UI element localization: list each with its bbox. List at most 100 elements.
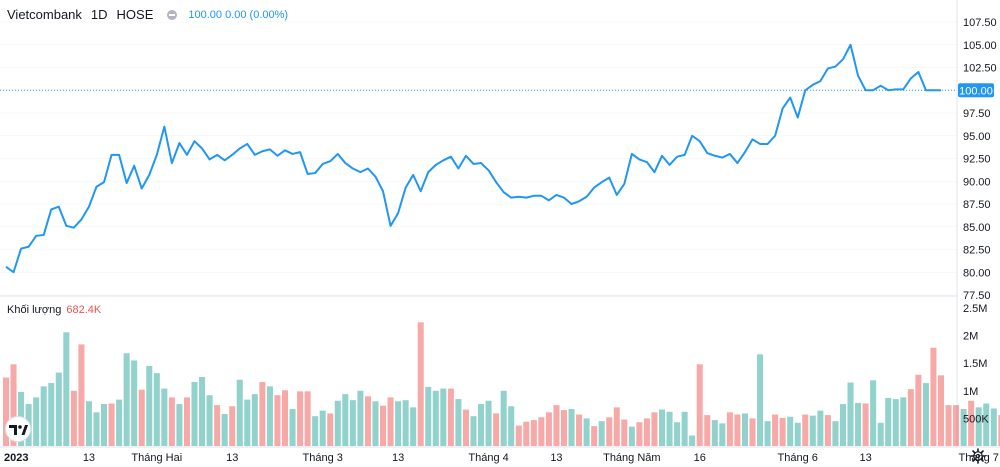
- volume-bar: [870, 380, 877, 446]
- volume-bar: [689, 435, 696, 446]
- volume-bar: [101, 404, 108, 446]
- volume-bar: [711, 420, 718, 446]
- volume-bar: [530, 420, 537, 446]
- volume-bar: [342, 394, 349, 446]
- volume-bar: [176, 404, 183, 446]
- volume-bar: [885, 397, 892, 446]
- volume-bar: [515, 425, 522, 446]
- price-tick-label: 90.00: [963, 176, 991, 188]
- volume-bar: [334, 400, 341, 446]
- volume-bar: [930, 347, 937, 446]
- volume-bar: [327, 413, 334, 446]
- volume-bar: [70, 390, 77, 446]
- time-tick-label: Tháng Hai: [131, 452, 182, 464]
- price-tick-label: 102.50: [963, 63, 997, 75]
- price-tick-label: 80.00: [963, 267, 991, 279]
- volume-bar: [855, 402, 862, 446]
- volume-bar: [364, 396, 371, 446]
- volume-bar: [681, 411, 688, 446]
- symbol-name[interactable]: Vietcombank: [7, 7, 82, 22]
- volume-bar: [138, 389, 145, 446]
- volume-bar: [809, 415, 816, 446]
- volume-bar: [998, 415, 1000, 446]
- volume-bar: [960, 409, 967, 446]
- volume-tick-label: 500K: [963, 413, 989, 425]
- price-tick-label: 107.50: [963, 17, 997, 29]
- volume-bar: [289, 409, 296, 446]
- volume-bar: [568, 409, 575, 446]
- volume-bar: [877, 422, 884, 446]
- volume-bar: [493, 413, 500, 446]
- volume-bar: [907, 389, 914, 446]
- legend-header: Vietcombank 1D HOSE 100.00 0.00 (0.00%): [7, 7, 288, 22]
- time-tick-label: 13: [83, 452, 95, 464]
- volume-bar: [772, 414, 779, 446]
- volume-bar: [643, 418, 650, 446]
- volume-bar: [33, 397, 40, 446]
- volume-bar: [63, 332, 70, 446]
- volume-bar: [281, 390, 289, 446]
- volume-bar: [304, 391, 311, 446]
- volume-bar: [538, 417, 545, 446]
- volume-bar: [425, 386, 432, 446]
- volume-bar: [214, 405, 221, 446]
- volume-bar: [116, 399, 123, 446]
- volume-bar: [606, 417, 613, 446]
- volume-bar: [719, 423, 726, 446]
- volume-bar: [440, 388, 447, 446]
- volume-bar: [78, 344, 85, 446]
- volume-bar: [741, 413, 748, 446]
- volume-bar: [787, 416, 794, 446]
- volume-bar: [455, 399, 462, 446]
- time-tick-label: Tháng 6: [778, 452, 818, 464]
- volume-bar: [945, 405, 952, 446]
- exchange-label: HOSE: [116, 7, 154, 22]
- volume-bar: [206, 395, 213, 446]
- last-price-label: 100.00: [959, 85, 993, 97]
- volume-bar: [839, 404, 846, 446]
- volume-bar: [704, 415, 711, 446]
- volume-bar: [553, 405, 560, 446]
- volume-label[interactable]: Khối lượng: [7, 304, 62, 316]
- time-axis[interactable]: 2023 13 Tháng Hai 13 Tháng 3 13 Tháng 4 13 Tháng…: [4, 452, 999, 464]
- volume-bar: [832, 421, 839, 446]
- volume-bar: [462, 409, 469, 446]
- volume-bar: [108, 403, 115, 446]
- price-tick-label: 82.50: [963, 245, 991, 257]
- volume-bar: [523, 421, 530, 446]
- volume-bar: [395, 401, 402, 446]
- minus-circle-icon[interactable]: [167, 9, 178, 20]
- price-axis[interactable]: 107.50 105.00 102.50 97.50 95.00 92.50 90.00 87…: [963, 17, 997, 302]
- volume-axis[interactable]: 2.5M 2M 1.5M 1M 500K: [963, 303, 989, 425]
- volume-bar: [734, 414, 741, 446]
- volume-bar: [892, 399, 899, 446]
- tradingview-logo-icon[interactable]: [4, 416, 32, 442]
- volume-bar: [975, 407, 982, 446]
- volume-bar: [93, 412, 100, 446]
- volume-bar: [862, 403, 869, 446]
- gear-icon[interactable]: [970, 448, 986, 464]
- price-tick-label: 87.50: [963, 199, 991, 211]
- volume-bar: [779, 417, 786, 446]
- price-line: [5, 43, 941, 274]
- volume-bar: [764, 421, 771, 446]
- volume-bar: [696, 364, 703, 446]
- volume-bar: [749, 418, 756, 446]
- volume-bar: [508, 406, 515, 446]
- volume-bar: [598, 421, 605, 446]
- volume-bar: [357, 390, 364, 446]
- volume-bar: [666, 411, 673, 446]
- volume-bar: [297, 391, 304, 446]
- timeframe-label[interactable]: 1D: [90, 7, 108, 22]
- volume-bar: [432, 390, 439, 446]
- volume-bar: [55, 372, 62, 446]
- price-tick-label: 97.50: [963, 108, 991, 120]
- volume-bar: [191, 381, 198, 446]
- volume-bar: [757, 354, 764, 446]
- volume-bar: [146, 365, 153, 446]
- time-tick-label: Tháng 3: [303, 452, 343, 464]
- volume-bar: [545, 412, 552, 446]
- volume-bar: [85, 401, 92, 446]
- volume-tick-label: 1.5M: [963, 358, 987, 370]
